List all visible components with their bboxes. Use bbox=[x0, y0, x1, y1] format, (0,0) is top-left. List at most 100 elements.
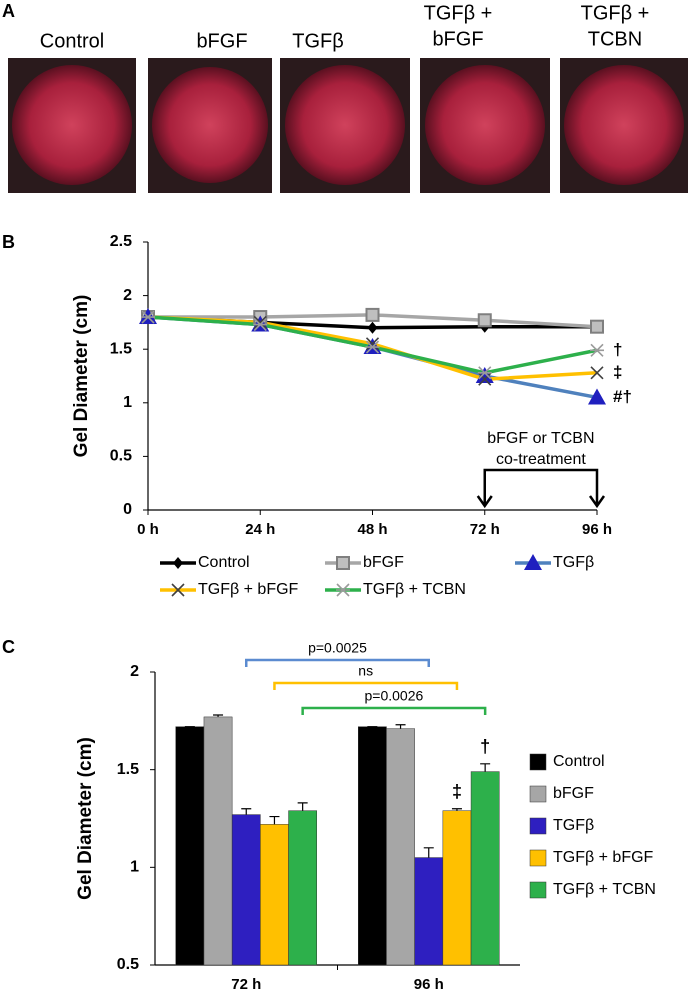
error-bar bbox=[480, 763, 491, 772]
photo-label: TGFβ + bbox=[424, 2, 493, 24]
legend-label: TGFβ + TCBN bbox=[363, 581, 466, 598]
bar bbox=[442, 810, 472, 966]
marker bbox=[478, 372, 492, 386]
error-bar bbox=[423, 847, 434, 858]
comparison-bracket bbox=[301, 706, 487, 715]
x-tick-label: 0 h bbox=[137, 521, 159, 538]
marker bbox=[253, 317, 268, 332]
error-bar bbox=[395, 724, 406, 729]
photos bbox=[8, 58, 688, 193]
panel-label: C bbox=[2, 637, 15, 657]
annotation: † bbox=[613, 340, 622, 359]
marker bbox=[477, 313, 492, 328]
bar bbox=[386, 728, 415, 966]
photo-well bbox=[12, 65, 132, 185]
annotation: co-treatment bbox=[496, 451, 586, 468]
marker bbox=[590, 319, 604, 334]
marker bbox=[173, 557, 183, 569]
y-tick-label: 0 bbox=[123, 501, 132, 518]
comparison-bracket bbox=[273, 681, 459, 690]
legend-label: bFGF bbox=[363, 554, 404, 571]
y-tick-label: 2.5 bbox=[110, 233, 132, 250]
marker bbox=[336, 556, 350, 570]
marker bbox=[590, 343, 604, 357]
legend-label: TGFβ + bFGF bbox=[198, 581, 299, 598]
y-tick-label: 0.5 bbox=[110, 448, 132, 465]
x-tick-label: 72 h bbox=[231, 976, 261, 993]
y-axis-label: Gel Diameter (cm) bbox=[71, 295, 92, 458]
marker bbox=[588, 388, 606, 405]
error-bar bbox=[269, 815, 280, 825]
legend-label: TGFβ bbox=[553, 817, 594, 834]
marker bbox=[475, 367, 494, 383]
annotation: ‡ bbox=[452, 781, 462, 801]
marker bbox=[365, 307, 380, 322]
annotation: #† bbox=[613, 387, 632, 406]
legend-swatch bbox=[529, 753, 547, 771]
legend-swatch bbox=[529, 881, 547, 899]
legend-swatch bbox=[529, 849, 547, 867]
photo-label: TCBN bbox=[588, 28, 642, 50]
y-tick-label: 1 bbox=[130, 859, 139, 876]
y-tick-label: 0.5 bbox=[117, 956, 139, 973]
bar bbox=[358, 726, 387, 966]
marker bbox=[171, 583, 185, 597]
y-axis-label: Gel Diameter (cm) bbox=[75, 737, 96, 900]
bar bbox=[175, 726, 205, 966]
marker bbox=[477, 366, 492, 380]
y-tick-label: 2 bbox=[130, 663, 139, 680]
legend-swatch bbox=[529, 817, 547, 835]
bar bbox=[203, 716, 233, 966]
legend-label: TGFβ bbox=[553, 554, 594, 571]
panel-label: A bbox=[2, 1, 15, 21]
panel-label: B bbox=[2, 232, 15, 252]
annotation: bFGF or TCBN bbox=[487, 430, 594, 447]
comparison-bracket bbox=[245, 658, 430, 667]
annotation: † bbox=[480, 737, 490, 757]
error-bar bbox=[451, 808, 462, 811]
legend-label: TGFβ + TCBN bbox=[553, 881, 656, 898]
photo-label: TGFβ bbox=[292, 30, 344, 52]
marker bbox=[253, 315, 267, 329]
photo-label: TGFβ + bbox=[581, 2, 650, 24]
legend-label: Control bbox=[198, 554, 250, 571]
comparison-label: p=0.0025 bbox=[308, 640, 367, 656]
legend-swatch bbox=[529, 785, 547, 803]
legend-label: TGFβ + bFGF bbox=[553, 849, 654, 866]
marker bbox=[524, 554, 542, 570]
error-bar bbox=[241, 808, 252, 815]
bar bbox=[414, 857, 444, 966]
x-tick-label: 48 h bbox=[357, 521, 387, 538]
marker bbox=[365, 340, 380, 354]
y-tick-label: 2 bbox=[123, 287, 132, 304]
x-tick-label: 96 h bbox=[414, 976, 444, 993]
photo-well bbox=[564, 65, 684, 185]
y-tick-label: 1.5 bbox=[110, 340, 132, 357]
y-tick-label: 1.5 bbox=[117, 761, 139, 778]
photo-label: bFGF bbox=[196, 30, 247, 52]
x-tick-label: 24 h bbox=[245, 521, 275, 538]
legend-label: Control bbox=[553, 753, 605, 770]
photo-label: Control bbox=[40, 30, 104, 52]
photo-well bbox=[285, 65, 405, 185]
marker bbox=[336, 583, 350, 597]
marker bbox=[367, 321, 378, 334]
photo-well bbox=[425, 65, 545, 185]
comparison-label: ns bbox=[358, 663, 373, 679]
x-tick-label: 72 h bbox=[470, 521, 500, 538]
bar bbox=[288, 810, 317, 966]
comparison-label: p=0.0026 bbox=[365, 688, 424, 704]
error-bar bbox=[213, 714, 224, 717]
bracket bbox=[476, 468, 606, 509]
error-bar bbox=[297, 802, 308, 811]
bar bbox=[260, 824, 289, 966]
x-tick-label: 96 h bbox=[582, 521, 612, 538]
photo-well bbox=[152, 67, 268, 183]
marker bbox=[590, 366, 604, 380]
y-tick-label: 1 bbox=[123, 394, 132, 411]
marker bbox=[141, 310, 155, 324]
photo-label: bFGF bbox=[432, 28, 483, 50]
annotation: ‡ bbox=[613, 362, 622, 381]
bar bbox=[470, 771, 500, 966]
